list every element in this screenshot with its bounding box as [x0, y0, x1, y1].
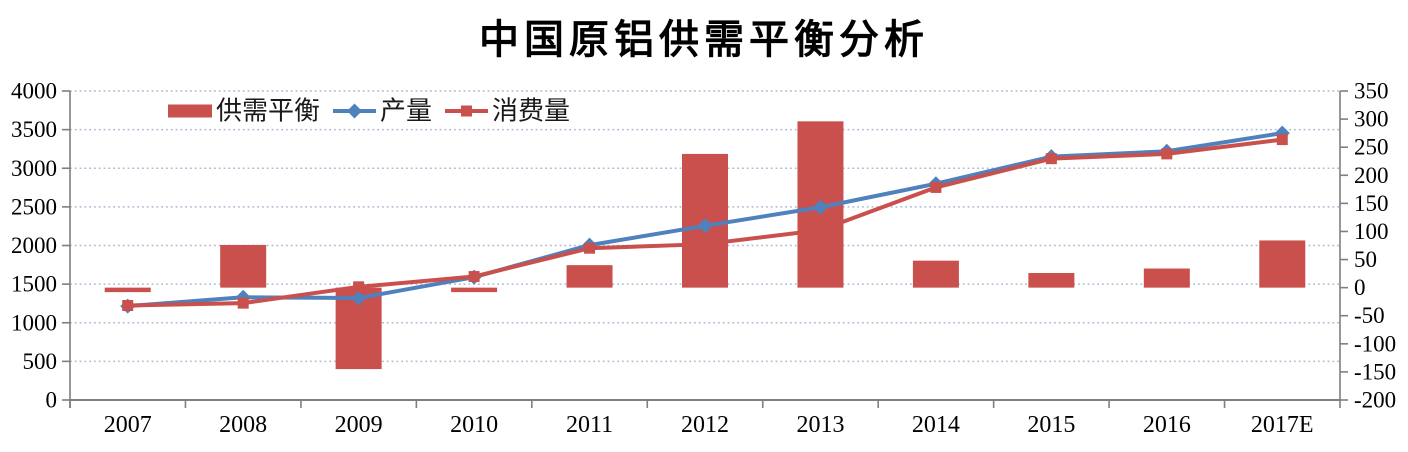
x-axis-category-label: 2007	[104, 412, 152, 438]
bar-balance-2015	[1028, 273, 1075, 288]
bar-balance-2007	[104, 287, 151, 293]
x-axis-category-label: 2011	[566, 412, 613, 438]
right-axis-tick-label: 150	[1354, 191, 1389, 216]
marker-production-2013	[812, 199, 828, 215]
legend-item-balance: 供需平衡	[168, 97, 320, 126]
x-axis-category-label: 2015	[1027, 412, 1075, 438]
legend-label-consumption: 消费量	[492, 97, 570, 126]
right-axis-tick-label: 50	[1354, 247, 1377, 272]
line-series-layer	[120, 125, 1290, 314]
marker-consumption-2011	[584, 242, 596, 254]
legend: 供需平衡 产量 消费量	[168, 97, 570, 126]
legend-label-production: 产量	[380, 97, 432, 126]
marker-consumption-2017E	[1276, 134, 1288, 146]
left-axis-tick-label: 500	[23, 349, 58, 374]
right-axis-tick-label: 200	[1354, 163, 1389, 188]
right-axis-tick-label: 300	[1354, 107, 1389, 132]
right-axis-tick-label: -100	[1354, 331, 1396, 356]
left-axis-tick-label: 3000	[11, 156, 57, 181]
right-axis-tick-label: 250	[1354, 135, 1389, 160]
marker-consumption-2014	[930, 181, 942, 193]
chart-title: 中国原铝供需平衡分析	[479, 18, 929, 62]
legend-item-production: 产量	[333, 97, 432, 126]
right-axis-tick-label: 100	[1354, 219, 1389, 244]
bar-balance-2011	[566, 265, 613, 288]
right-axis-tick-label: 350	[1354, 79, 1389, 104]
x-axis-category-label: 2016	[1143, 412, 1191, 438]
marker-consumption-2007	[122, 300, 134, 312]
right-axis-tick-label: -50	[1354, 303, 1385, 328]
marker-consumption-2008	[237, 297, 249, 309]
left-axis-tick-label: 2500	[11, 194, 57, 219]
legend-swatch-bar	[168, 104, 212, 118]
marker-consumption-2009	[353, 281, 365, 293]
legend-swatch-square-marker	[461, 105, 472, 117]
bar-balance-2016	[1143, 268, 1190, 288]
bar-balance-2014	[912, 260, 959, 288]
right-axis-tick-label: 0	[1354, 275, 1366, 300]
bar-balance-2010	[451, 287, 498, 293]
axis-labels-layer: 4000350030002500200015001000500035030025…	[11, 79, 1396, 439]
bar-balance-2017E	[1259, 240, 1306, 288]
x-axis-category-label: 2017E	[1251, 412, 1314, 438]
legend-swatch-diamond-marker	[347, 103, 362, 119]
marker-consumption-2015	[1045, 153, 1057, 165]
right-axis-tick-label: -150	[1354, 359, 1396, 384]
x-axis-category-label: 2010	[450, 412, 498, 438]
x-axis-category-label: 2013	[796, 412, 844, 438]
legend-item-consumption: 消费量	[445, 97, 570, 126]
marker-consumption-2010	[468, 271, 480, 283]
legend-label-balance: 供需平衡	[216, 97, 320, 126]
left-axis-tick-label: 4000	[11, 79, 57, 104]
left-axis-tick-label: 1500	[11, 272, 57, 297]
left-axis-tick-label: 0	[46, 388, 58, 413]
x-axis-category-label: 2014	[912, 412, 960, 438]
marker-consumption-2016	[1161, 148, 1173, 160]
marker-production-2012	[697, 218, 713, 234]
x-axis-category-label: 2009	[335, 412, 383, 438]
right-axis-tick-label: -200	[1354, 388, 1396, 413]
x-axis-category-label: 2008	[219, 412, 267, 438]
marker-consumption-2012	[699, 238, 711, 250]
axes-layer	[62, 90, 1348, 408]
x-axis-category-label: 2012	[681, 412, 729, 438]
marker-production-2009	[351, 290, 367, 306]
left-axis-tick-label: 1000	[11, 310, 57, 335]
left-axis-tick-label: 2000	[11, 233, 57, 258]
bar-balance-2008	[220, 244, 267, 288]
left-axis-tick-label: 3500	[11, 117, 57, 142]
marker-consumption-2013	[814, 224, 826, 236]
